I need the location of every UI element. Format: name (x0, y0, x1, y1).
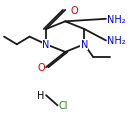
Text: N: N (42, 40, 50, 50)
Text: N: N (81, 40, 88, 50)
Text: NH₂: NH₂ (107, 15, 126, 25)
Text: Cl: Cl (59, 101, 68, 110)
Text: O: O (70, 6, 78, 16)
Text: NH₂: NH₂ (107, 36, 126, 46)
Text: O: O (37, 63, 45, 73)
Text: H: H (37, 90, 45, 100)
